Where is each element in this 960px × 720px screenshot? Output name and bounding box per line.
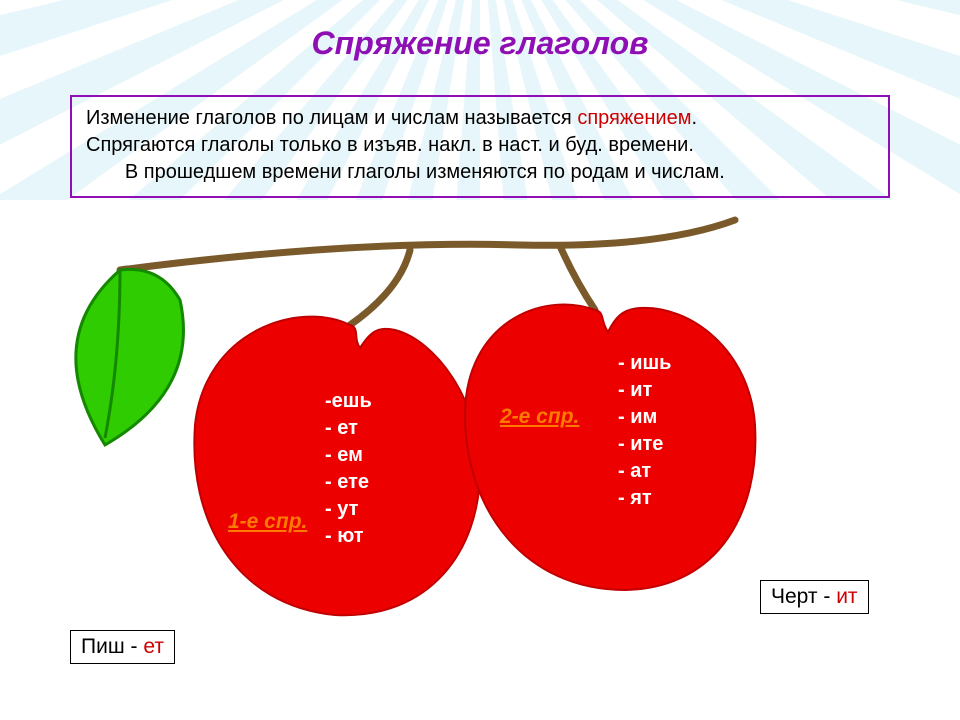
def-l1-post: . xyxy=(691,107,697,129)
definition-box: Изменение глаголов по лицам и числам наз… xyxy=(70,95,890,198)
leaf-icon xyxy=(76,269,184,445)
conj2-endings-text: - ишь - ит - им - ите - ат - ят xyxy=(618,352,671,509)
def-l1-highlight: спряжением xyxy=(577,107,691,129)
definition-line2: Спрягаются глаголы только в изъяв. накл.… xyxy=(86,132,874,159)
conj2-label-text: 2-е спр. xyxy=(500,405,579,428)
page-title: Спряжение глаголов xyxy=(0,25,960,62)
cherry-right xyxy=(465,305,755,590)
example2-box: Черт - ит xyxy=(760,580,869,614)
conj1-label: 1-е спр. xyxy=(228,510,307,534)
example1-ending: ет xyxy=(143,635,164,658)
title-text: Спряжение глаголов xyxy=(312,25,649,61)
definition-line3: В прошедшем времени глаголы изменяются п… xyxy=(86,159,874,186)
example1-stem: Пиш - xyxy=(81,635,143,658)
conj1-endings: -ешь - ет - ем - ете - ут - ют xyxy=(325,388,372,550)
example1-box: Пиш - ет xyxy=(70,630,175,664)
example2-stem: Черт - xyxy=(771,585,836,608)
definition-line1: Изменение глаголов по лицам и числам наз… xyxy=(86,105,874,132)
cherry-diagram: 1-е спр. -ешь - ет - ем - ете - ут - ют … xyxy=(0,210,960,670)
example2-ending: ит xyxy=(836,585,857,608)
conj1-endings-text: -ешь - ет - ем - ете - ут - ют xyxy=(325,390,372,547)
conj2-endings: - ишь - ит - им - ите - ат - ят xyxy=(618,350,671,512)
conj1-label-text: 1-е спр. xyxy=(228,510,307,533)
def-l1-pre: Изменение глаголов по лицам и числам наз… xyxy=(86,107,577,129)
conj2-label: 2-е спр. xyxy=(500,405,579,429)
